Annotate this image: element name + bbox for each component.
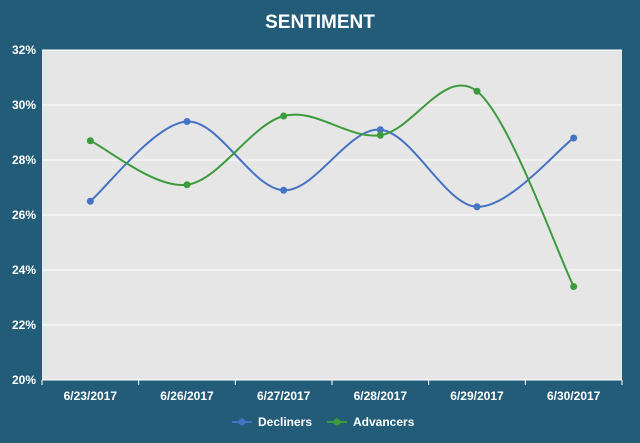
x-tick-label: 6/28/2017 [354,389,408,403]
data-point-advancers [183,181,191,189]
x-tick-label: 6/29/2017 [450,389,504,403]
y-tick-label: 20% [12,373,36,387]
legend-label-advancers: Advancers [353,415,415,429]
data-point-decliners [473,203,481,211]
data-point-advancers [280,112,288,120]
data-point-decliners [183,118,191,125]
y-tick-label: 22% [12,318,36,332]
y-tick-label: 32% [12,43,36,57]
legend-label-decliners: Decliners [258,415,312,429]
x-tick-label: 6/30/2017 [547,389,601,403]
y-tick-label: 24% [12,263,36,277]
y-tick-label: 28% [12,153,36,167]
x-tick-label: 6/27/2017 [257,389,311,403]
data-point-advancers [376,131,384,139]
data-point-advancers [86,137,94,145]
series-line-decliners [89,120,575,208]
legend: Decliners Advancers [232,415,415,429]
data-point-advancers [473,87,481,95]
series-lines [86,84,578,290]
x-tick-label: 6/26/2017 [160,389,214,403]
data-point-decliners [86,197,94,205]
y-axis-ticks: 20% 22% 24% 26% 28% 30% 32% [12,43,36,387]
data-point-decliners [570,134,578,142]
data-point-decliners [376,126,384,134]
legend-marker-decliners [238,418,246,426]
data-point-decliners [280,186,288,194]
y-tick-label: 30% [12,98,36,112]
x-axis-ticks: 6/23/2017 6/26/2017 6/27/2017 6/28/2017 6/29… [41,380,623,403]
legend-marker-advancers [333,418,341,426]
x-tick-label: 6/23/2017 [64,389,118,403]
chart-title: SENTIMENT [265,12,375,33]
data-point-advancers [570,283,578,290]
y-tick-label: 26% [12,208,36,222]
